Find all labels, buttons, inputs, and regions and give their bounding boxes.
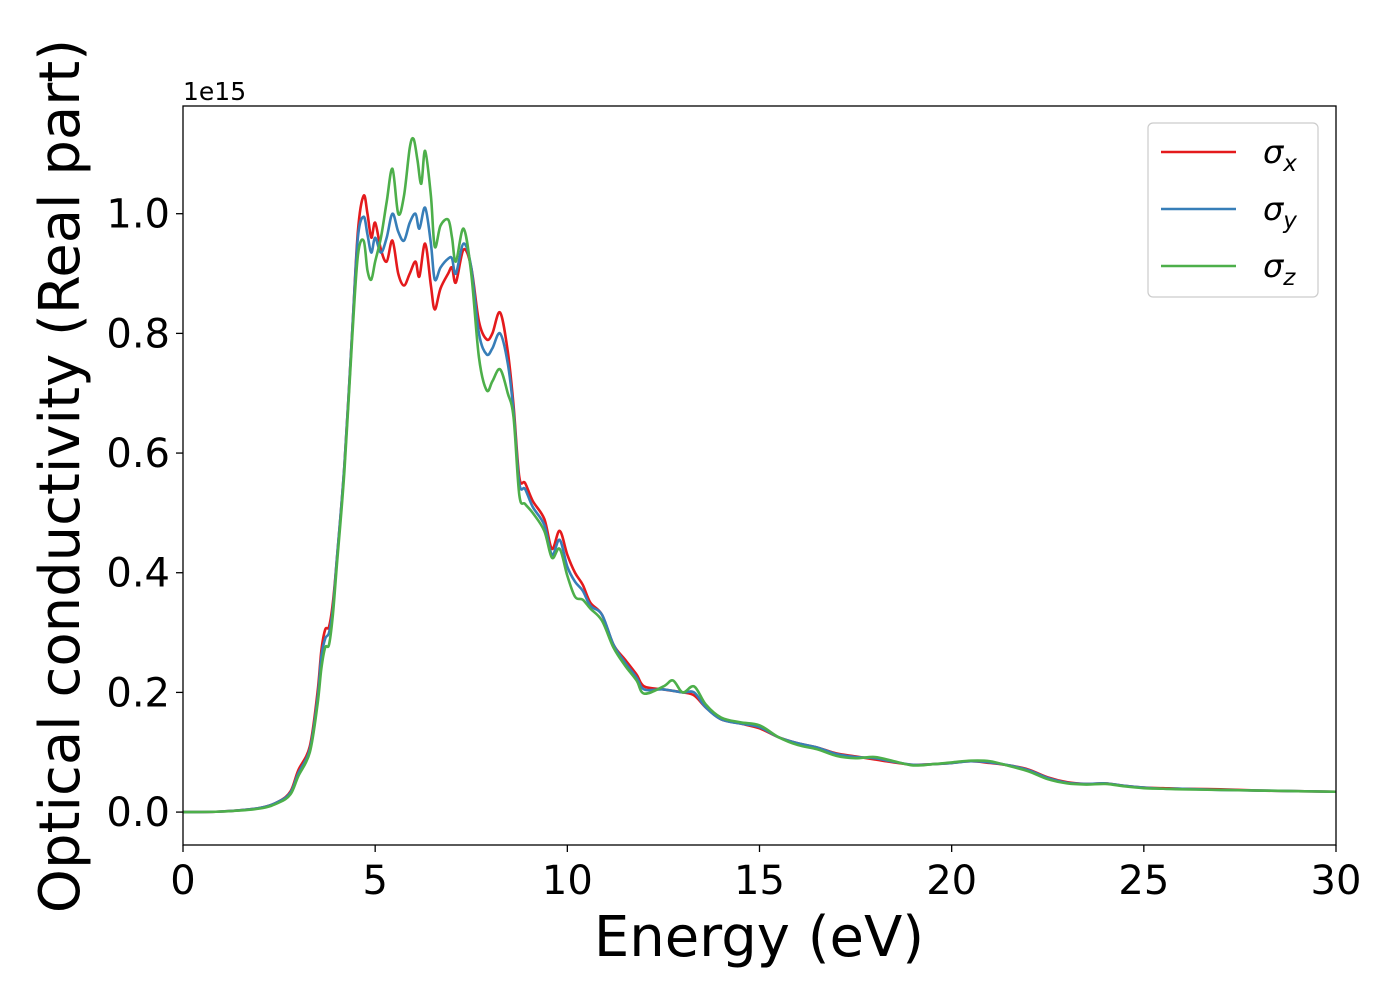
- x-tick-label: 20: [926, 858, 977, 904]
- y-axis-title: Optical conductivity (Real part): [28, 39, 93, 913]
- series-line-2: [182, 206, 1337, 814]
- y-tick-label: 0.6: [106, 431, 170, 477]
- y-axis: 0.0 0.2 0.4 0.6 0.8 1.0: [106, 192, 183, 836]
- plot-lines: [182, 136, 1337, 814]
- x-tick-label: 10: [542, 858, 593, 904]
- x-tick-label: 15: [734, 858, 785, 904]
- series-line-3: [182, 136, 1337, 814]
- y-tick-label: 1.0: [106, 192, 170, 238]
- legend-label: σz: [1263, 247, 1296, 291]
- y-tick-label: 0.2: [106, 670, 170, 716]
- x-axis-title: Energy (eV): [594, 905, 924, 970]
- y-tick-label: 0.8: [106, 311, 170, 357]
- legend-label: σx: [1263, 133, 1297, 177]
- x-axis: 0 5 10 15 20 25 30: [170, 845, 1361, 904]
- y-tick-label: 0.0: [106, 790, 170, 836]
- legend-label: σy: [1263, 190, 1297, 234]
- y-scale-offset-label: 1e15: [183, 77, 246, 106]
- x-tick-label: 30: [1311, 858, 1362, 904]
- x-tick-label: 0: [170, 858, 195, 904]
- x-tick-label: 25: [1118, 858, 1169, 904]
- y-tick-label: 0.4: [106, 551, 170, 597]
- legend: σx σy σz: [1147, 122, 1319, 298]
- x-tick-label: 5: [362, 858, 387, 904]
